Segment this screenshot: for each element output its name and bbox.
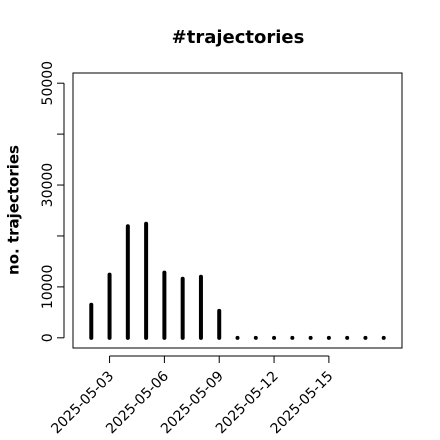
chart-title: #trajectories [172,27,305,48]
y-tick-label: 0 [40,333,56,342]
plot-box [72,72,403,349]
y-axis-label: no. trajectories [5,145,23,275]
y-tick-label: 10000 [40,265,56,310]
y-tick-label: 30000 [40,163,56,208]
y-tick-label: 50000 [40,61,56,106]
